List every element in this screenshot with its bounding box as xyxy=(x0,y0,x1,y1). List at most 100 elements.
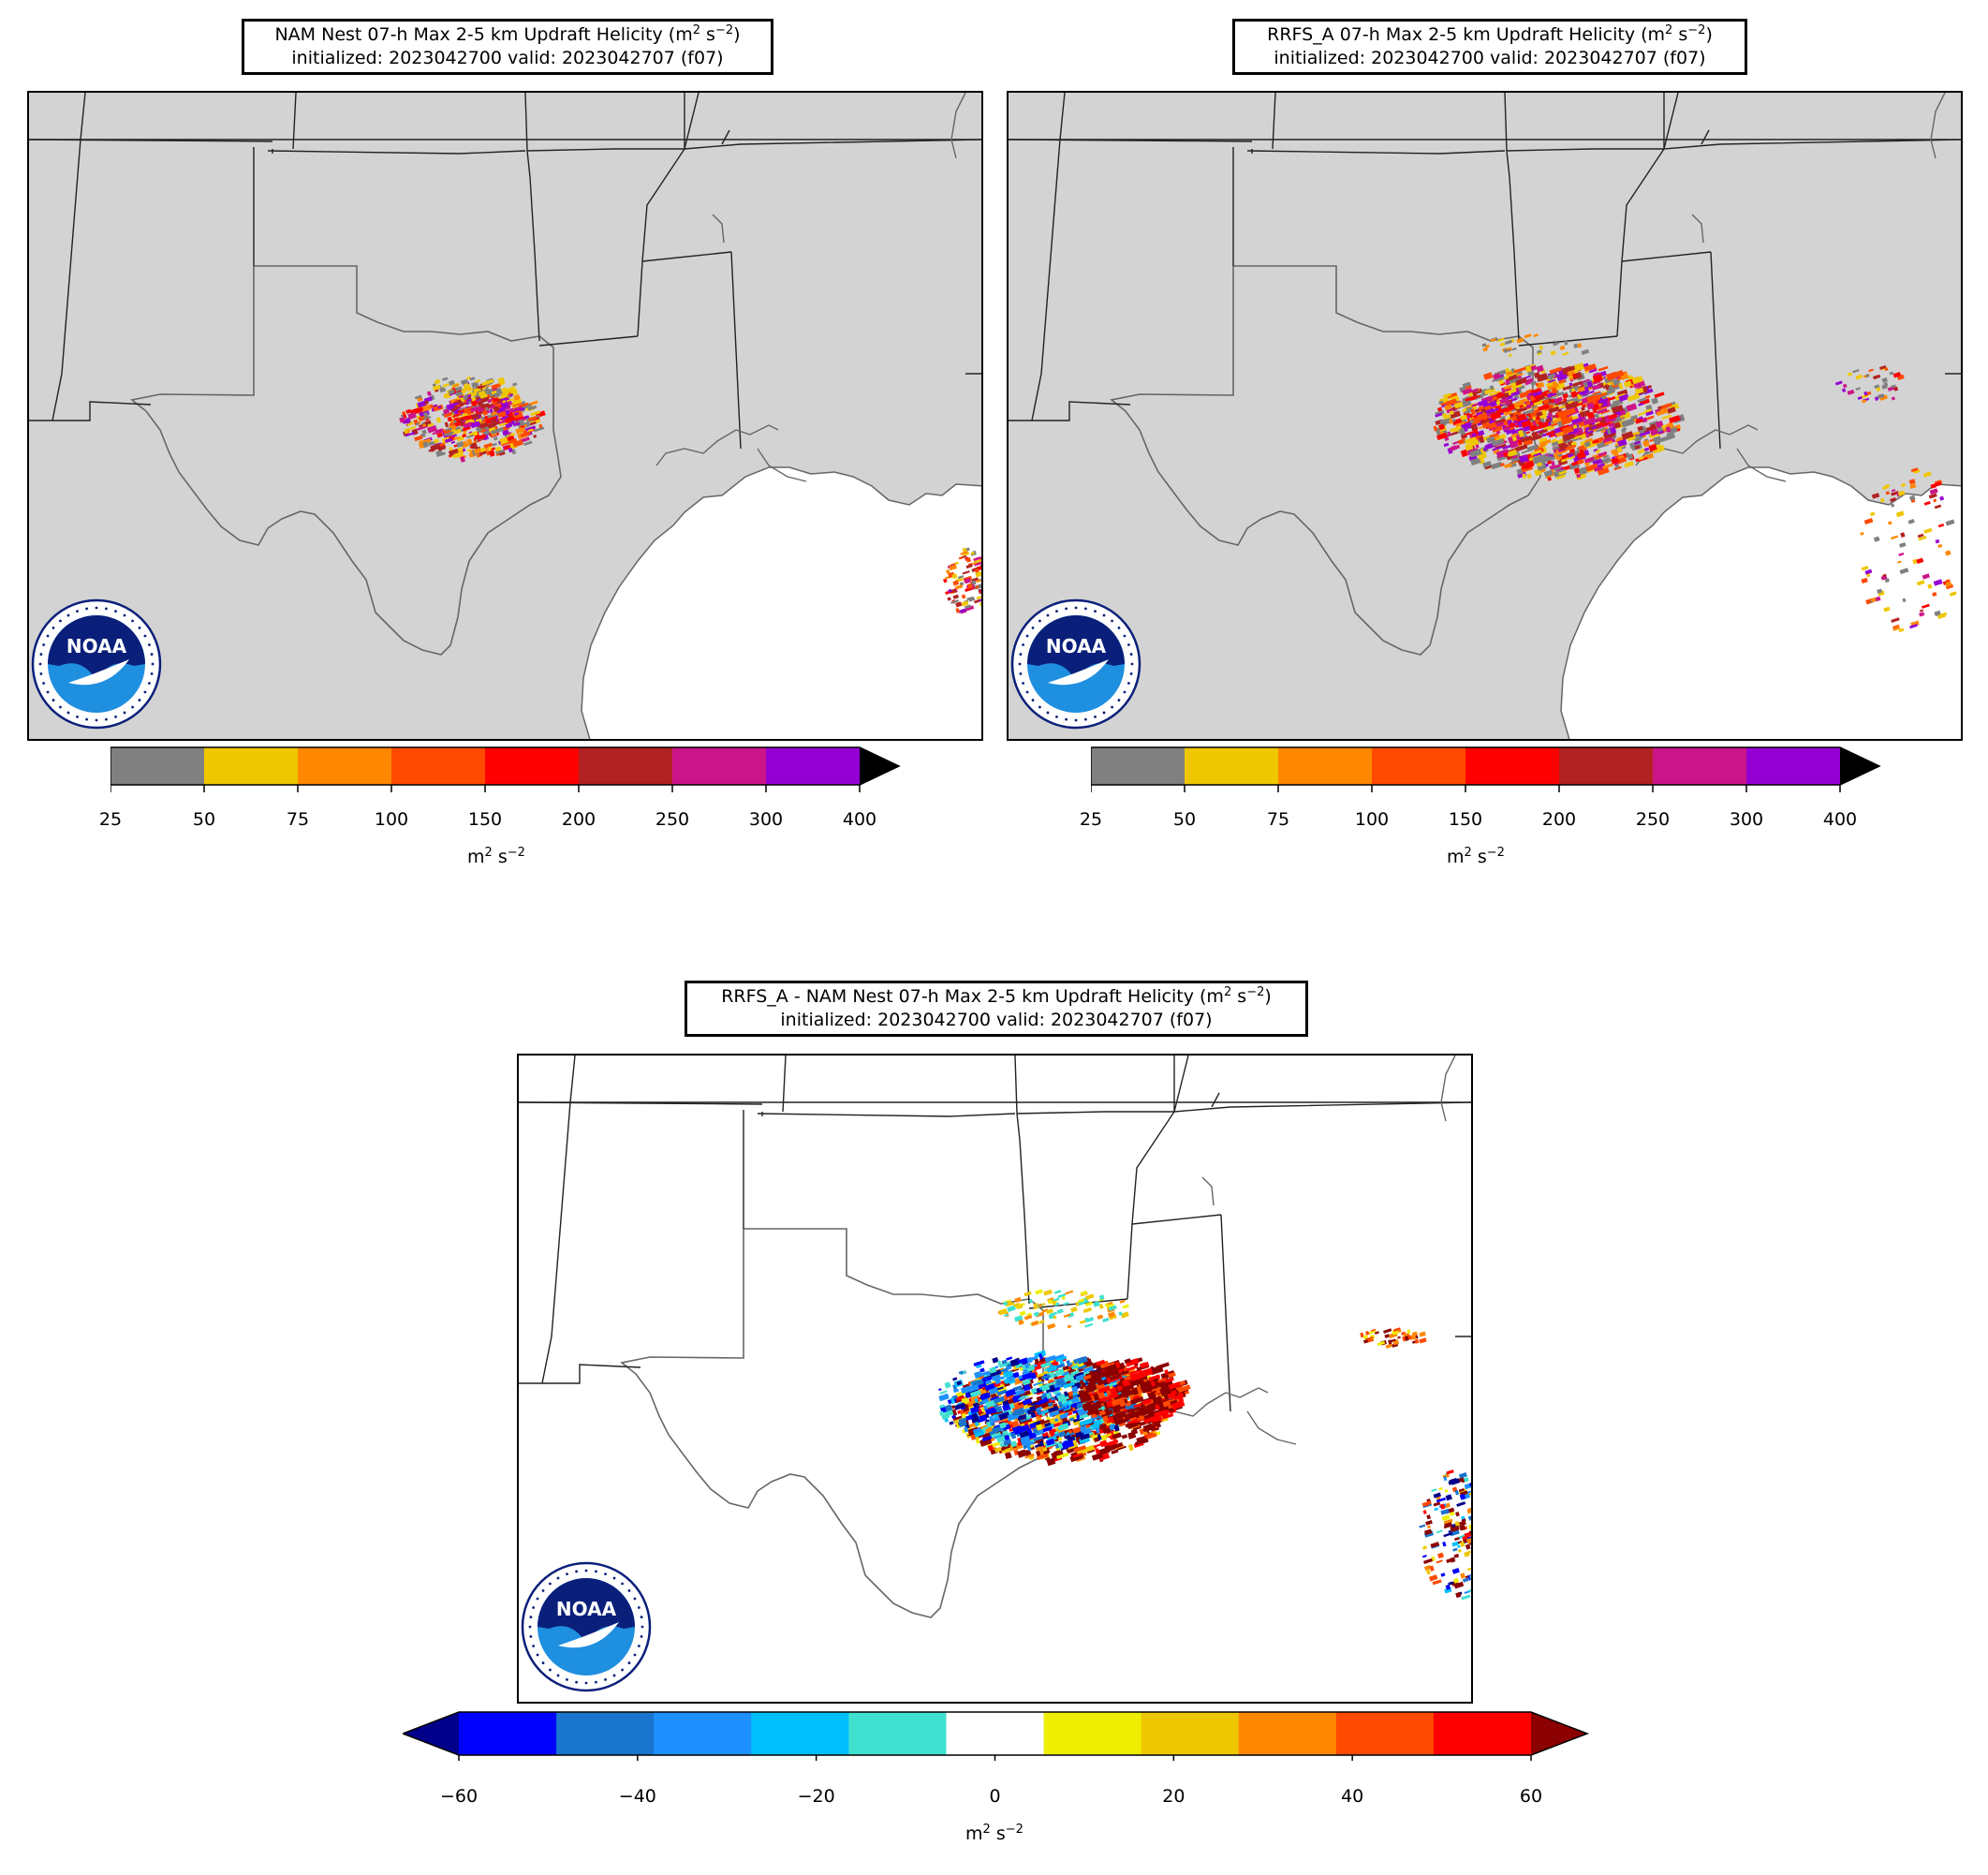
helicity-cell xyxy=(1026,1444,1032,1452)
colorbar-tick-label: 200 xyxy=(1541,809,1577,830)
helicity-cell xyxy=(428,447,438,452)
noaa-logo-ring-letter xyxy=(46,690,50,694)
helicity-cell xyxy=(470,442,479,450)
helicity-cell xyxy=(1439,1503,1446,1510)
helicity-cell xyxy=(996,1435,1006,1443)
helicity-cell xyxy=(1119,1299,1126,1304)
noaa-logo: NOAA xyxy=(1010,598,1141,730)
helicity-cell xyxy=(406,425,417,431)
helicity-cell xyxy=(1533,333,1539,338)
helicity-cell xyxy=(958,1370,964,1375)
helicity-cell xyxy=(1472,1574,1473,1579)
helicity-cell xyxy=(1504,339,1513,346)
helicity-cell xyxy=(952,1388,960,1394)
helicity-cell xyxy=(1617,438,1627,447)
helicity-cell xyxy=(950,1396,956,1405)
helicity-cell xyxy=(1467,1506,1471,1513)
rrfs-units-sup2: −2 xyxy=(1486,846,1505,860)
helicity-cell xyxy=(1045,1393,1052,1399)
helicity-cell xyxy=(1031,1320,1039,1327)
helicity-cell xyxy=(1454,1489,1460,1496)
helicity-cell xyxy=(1450,1525,1460,1533)
helicity-cell xyxy=(985,1399,995,1409)
helicity-cell xyxy=(1537,464,1547,471)
noaa-logo-ring-letter xyxy=(1084,717,1087,721)
state-border xyxy=(1506,150,1520,342)
helicity-cell xyxy=(979,1437,993,1447)
helicity-cell xyxy=(1023,1314,1033,1321)
helicity-cell xyxy=(1657,430,1664,435)
helicity-cell xyxy=(1568,453,1574,458)
helicity-cell xyxy=(976,1433,988,1439)
rrfs-units-sup1: 2 xyxy=(1464,846,1472,860)
helicity-cell xyxy=(1912,558,1918,565)
diff-title-end: ) xyxy=(1264,986,1272,1007)
helicity-cell xyxy=(415,422,420,426)
helicity-cell xyxy=(1033,1435,1044,1442)
state-border xyxy=(29,401,152,421)
noaa-logo-ring-letter xyxy=(42,643,46,646)
helicity-cell xyxy=(1451,1541,1459,1547)
colorbar-tick-label: 0 xyxy=(989,1786,1001,1807)
helicity-cell xyxy=(1136,1366,1142,1371)
helicity-cell xyxy=(1484,443,1494,450)
helicity-cell xyxy=(965,605,975,612)
state-border xyxy=(637,93,699,337)
helicity-cell xyxy=(1865,374,1870,378)
state-border xyxy=(1211,1092,1220,1108)
helicity-cell xyxy=(1054,1368,1065,1377)
helicity-cell xyxy=(1536,373,1549,383)
helicity-cell xyxy=(463,384,472,391)
helicity-cell xyxy=(1077,1365,1087,1370)
noaa-logo-ring-letter xyxy=(1117,627,1121,629)
colorbar-tick-label: 300 xyxy=(748,809,784,830)
noaa-logo-ring-letter xyxy=(39,653,43,656)
helicity-cell xyxy=(1450,425,1463,433)
helicity-cell xyxy=(1082,1374,1092,1380)
helicity-cell xyxy=(1157,1377,1167,1382)
helicity-cell xyxy=(1510,427,1524,435)
helicity-cell xyxy=(1042,1435,1049,1439)
helicity-cell xyxy=(1035,1289,1043,1295)
helicity-cell xyxy=(1125,1365,1139,1372)
helicity-cell xyxy=(1372,1330,1377,1334)
helicity-cell xyxy=(1023,1390,1031,1396)
helicity-cell xyxy=(1538,421,1544,429)
helicity-cell xyxy=(422,416,432,421)
helicity-cell xyxy=(1156,1362,1170,1370)
helicity-cell xyxy=(1063,1381,1075,1389)
helicity-cell xyxy=(1861,566,1869,571)
rrfs-title-end: ) xyxy=(1705,24,1713,45)
helicity-cell xyxy=(1504,463,1512,469)
helicity-cell xyxy=(1422,1545,1428,1550)
helicity-cell xyxy=(1030,1411,1037,1419)
helicity-cell xyxy=(1102,1415,1110,1423)
helicity-cell xyxy=(1862,399,1867,404)
helicity-cell xyxy=(1048,1406,1059,1413)
helicity-cell xyxy=(1595,396,1601,402)
helicity-cell xyxy=(1638,436,1644,440)
helicity-cell xyxy=(1857,395,1863,400)
helicity-cell xyxy=(1486,410,1497,418)
noaa-logo-top xyxy=(48,615,145,681)
helicity-cell xyxy=(1079,1384,1086,1390)
state-border xyxy=(1518,335,1618,347)
noaa-logo-ring-letter xyxy=(39,672,43,675)
helicity-cell xyxy=(1426,1514,1432,1520)
helicity-cell xyxy=(1581,348,1590,356)
helicity-cell xyxy=(462,426,471,432)
helicity-cell xyxy=(1910,467,1919,473)
helicity-cell xyxy=(466,449,472,452)
helicity-cell xyxy=(1877,588,1883,594)
helicity-cell xyxy=(1593,448,1598,452)
helicity-cell xyxy=(1899,542,1907,548)
helicity-cell xyxy=(1597,466,1610,476)
helicity-cell xyxy=(1450,1528,1460,1537)
helicity-cell xyxy=(1861,577,1868,584)
helicity-cell xyxy=(958,1420,967,1427)
helicity-cell xyxy=(1461,1518,1466,1523)
helicity-cell xyxy=(1474,428,1480,436)
helicity-cell xyxy=(1913,469,1921,475)
noaa-logo-ring-letter xyxy=(612,1674,616,1677)
helicity-cell xyxy=(1493,450,1497,455)
